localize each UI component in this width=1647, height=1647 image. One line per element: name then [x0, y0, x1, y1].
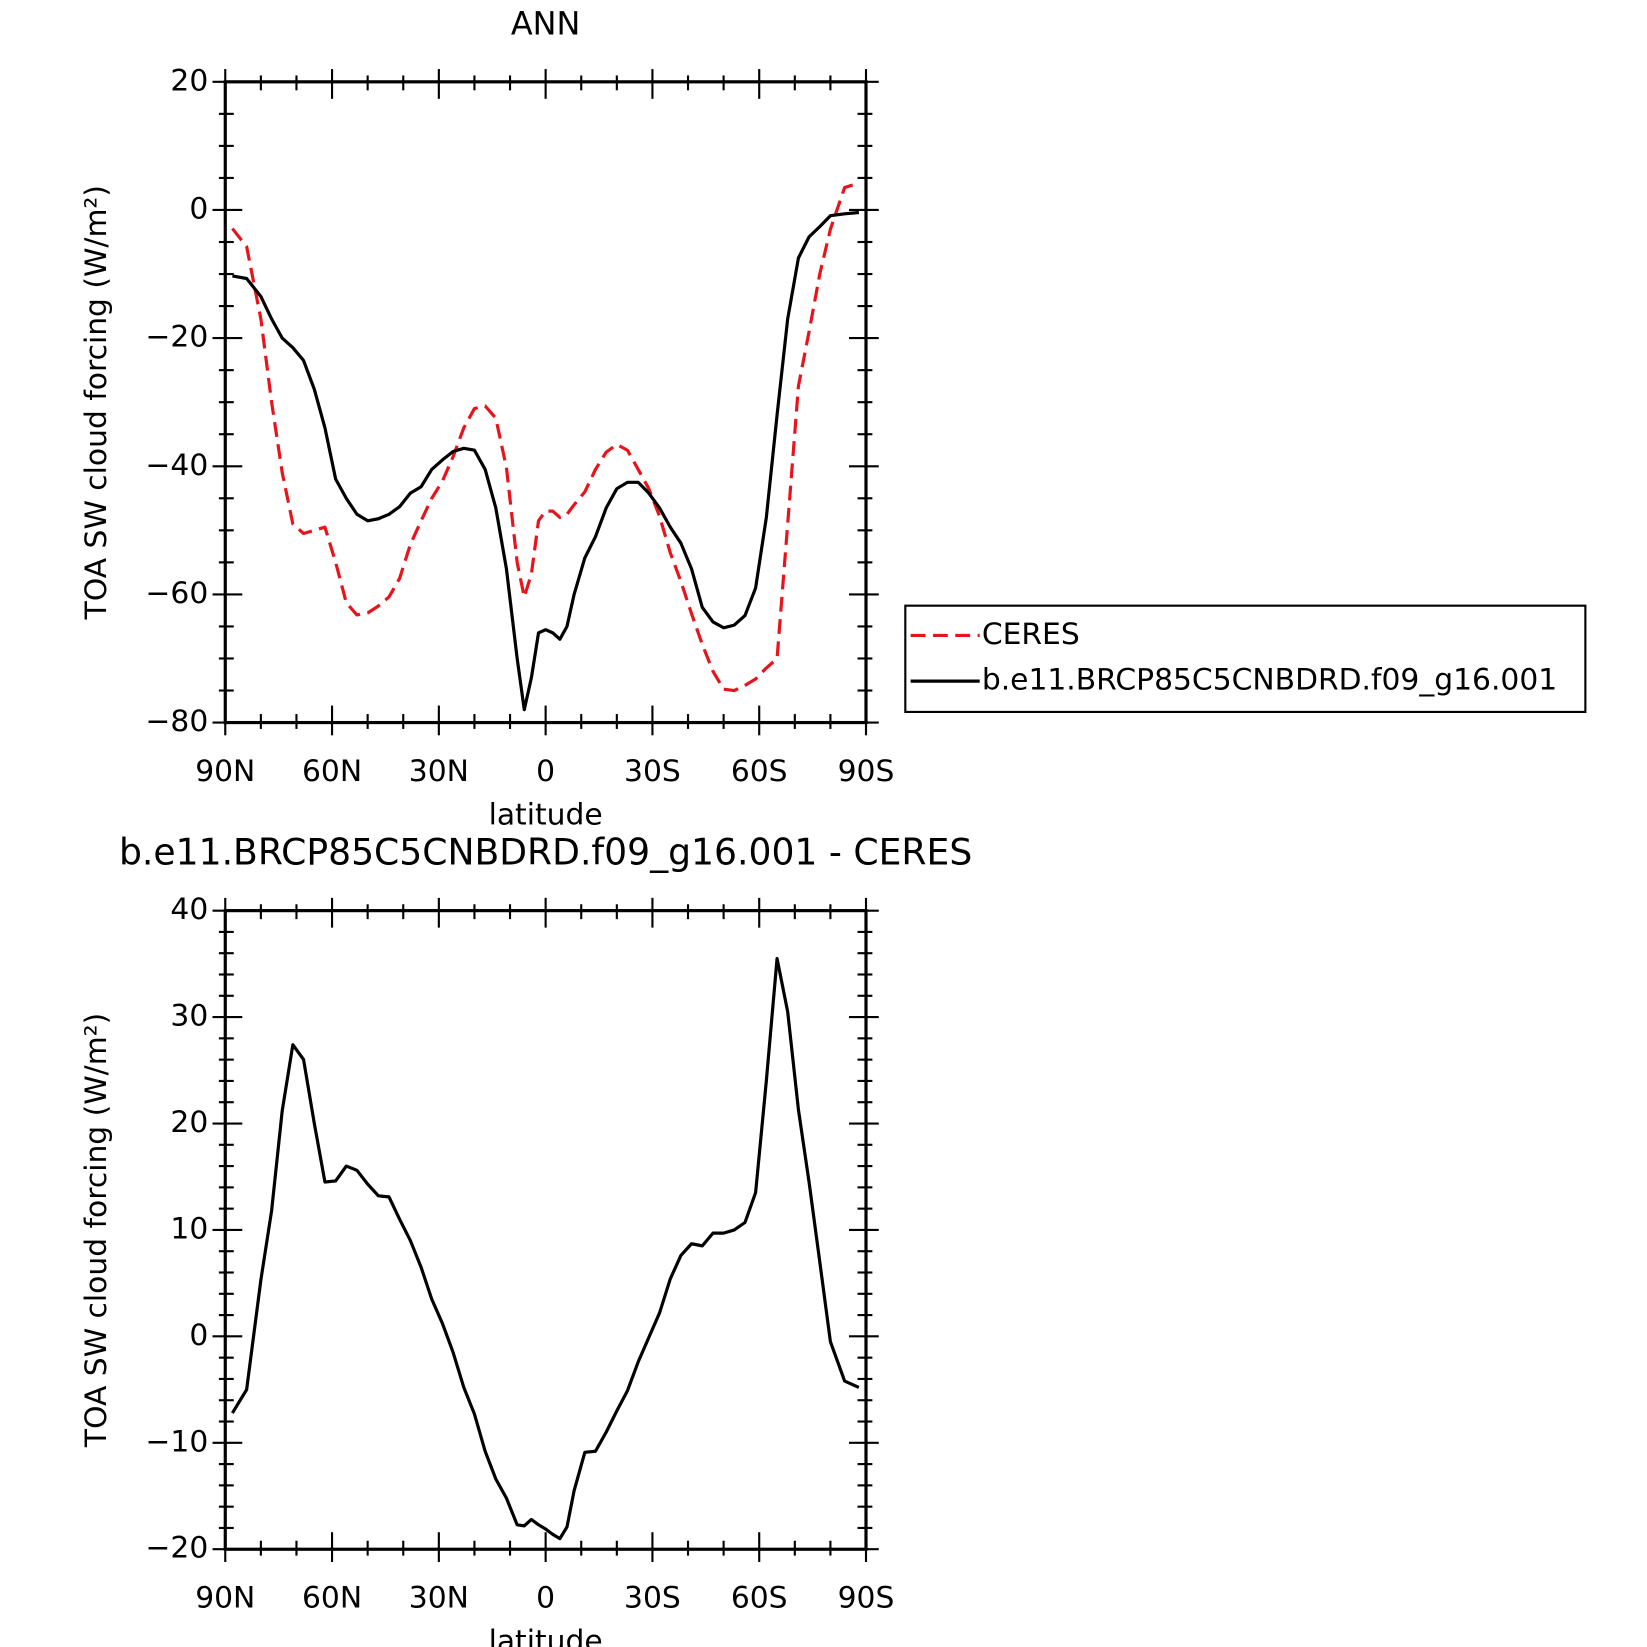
- y-tick-label: 30: [170, 999, 208, 1034]
- legend-label: b.e11.BRCP85C5CNBDRD.f09_g16.001: [982, 663, 1557, 698]
- x-tick-label: 60S: [731, 1581, 788, 1616]
- legend-box: [904, 604, 1587, 713]
- x-tick-label: 30N: [409, 1581, 469, 1616]
- y-tick-label: 20: [170, 63, 208, 98]
- data-line: [231, 181, 860, 693]
- y-tick-label: −20: [145, 320, 208, 355]
- x-axis-label: latitude: [489, 798, 603, 833]
- x-tick-label: 0: [536, 754, 555, 789]
- data-line: [231, 956, 860, 1541]
- y-axis-label: TOA SW cloud forcing (W/m²): [79, 185, 114, 620]
- x-tick-label: 30S: [624, 754, 681, 789]
- y-tick-label: 10: [170, 1211, 208, 1246]
- x-tick-label: 90S: [838, 754, 895, 789]
- chart-title: b.e11.BRCP85C5CNBDRD.f09_g16.001 - CERES: [119, 830, 972, 873]
- y-tick-label: −80: [145, 704, 208, 739]
- x-tick-label: 60N: [302, 1581, 362, 1616]
- y-tick-label: 0: [189, 1318, 208, 1353]
- data-line: [232, 210, 860, 712]
- x-tick-label: 30S: [624, 1581, 681, 1616]
- x-tick-label: 90N: [195, 754, 255, 789]
- y-tick-label: 40: [170, 892, 208, 927]
- y-tick-label: −40: [145, 448, 208, 483]
- y-tick-label: −60: [145, 576, 208, 611]
- x-tick-label: 60S: [731, 754, 788, 789]
- x-tick-label: 90N: [195, 1581, 255, 1616]
- y-tick-label: 0: [189, 191, 208, 226]
- legend-label: CERES: [982, 617, 1080, 652]
- y-tick-label: 20: [170, 1105, 208, 1140]
- x-tick-label: 30N: [409, 754, 469, 789]
- y-axis-label: TOA SW cloud forcing (W/m²): [79, 1013, 114, 1448]
- y-tick-label: −10: [145, 1424, 208, 1459]
- x-tick-label: 0: [536, 1581, 555, 1616]
- chart-title: ANN: [511, 5, 580, 43]
- x-tick-label: 60N: [302, 754, 362, 789]
- x-tick-label: 90S: [838, 1581, 895, 1616]
- y-tick-label: −20: [145, 1531, 208, 1566]
- x-axis-label: latitude: [489, 1624, 603, 1647]
- plot-frame: [223, 80, 868, 725]
- plot-frame: [223, 909, 868, 1551]
